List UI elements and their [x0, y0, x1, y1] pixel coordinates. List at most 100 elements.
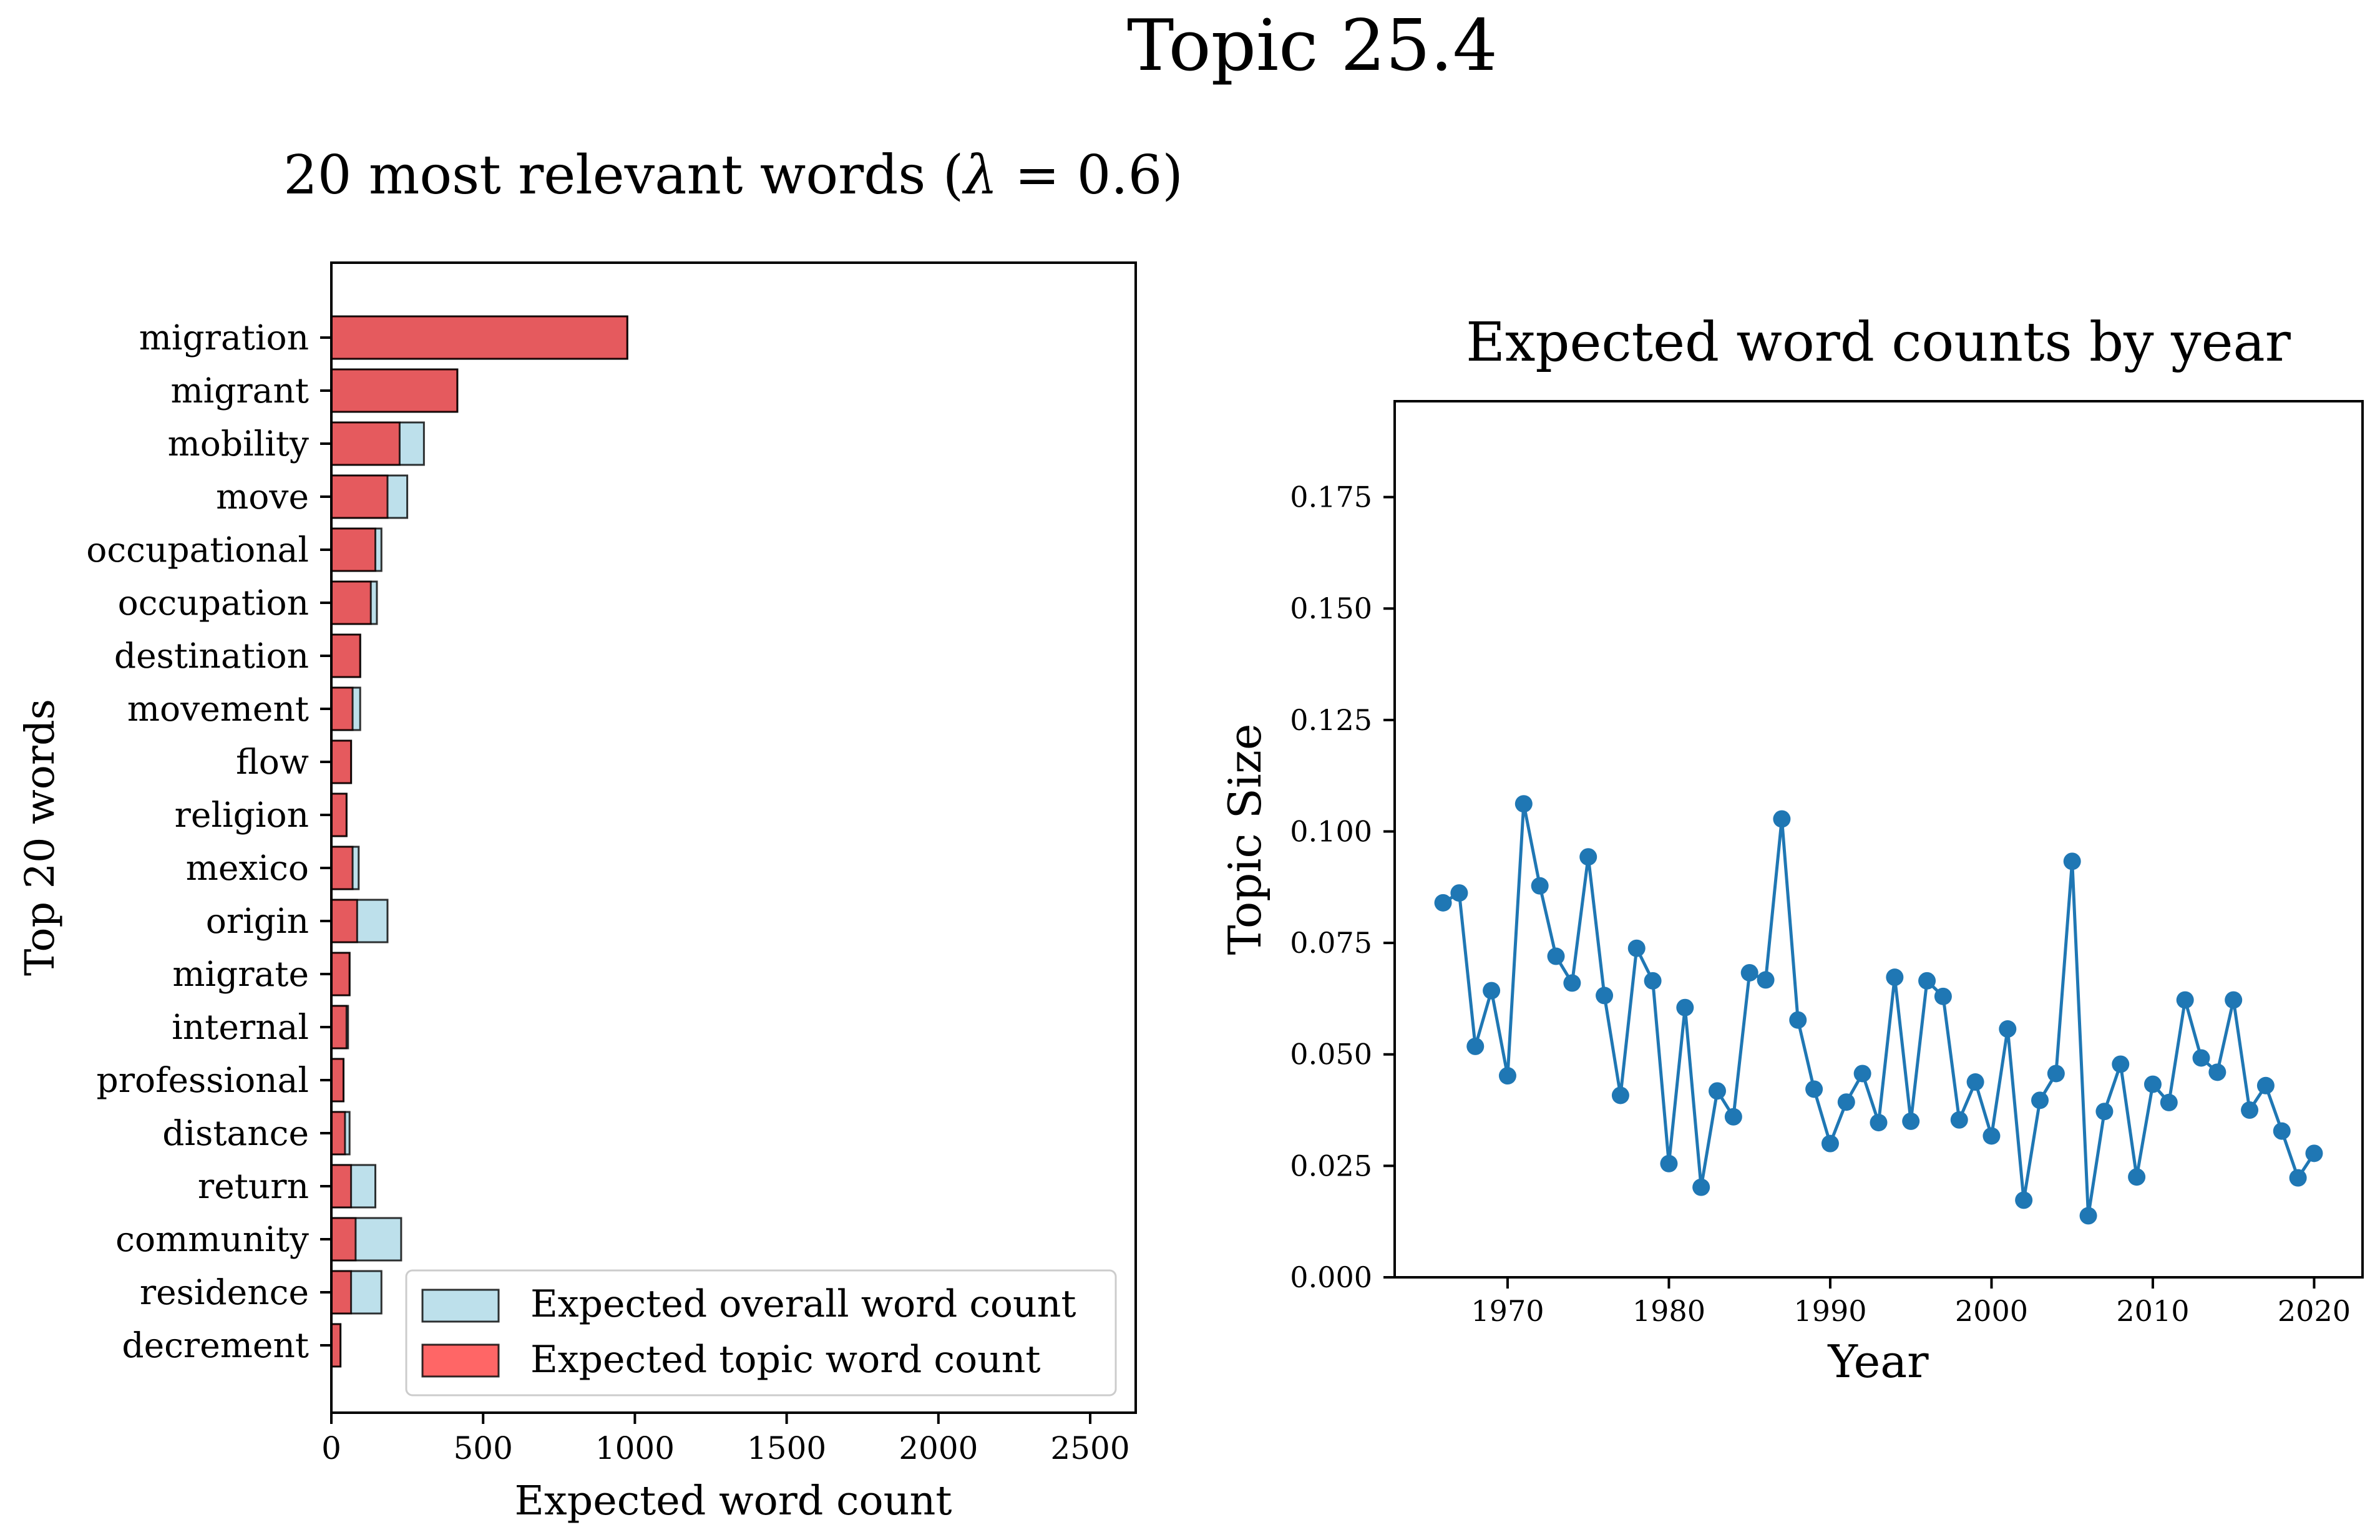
- line-point-1982: [1692, 1178, 1710, 1196]
- bar-topic-mexico: [330, 846, 354, 890]
- bar-y-tick-label: internal: [172, 1007, 309, 1047]
- line-chart-title: Expected word counts by year: [1466, 311, 2291, 374]
- line-y-tick-label: 0.025: [1290, 1149, 1372, 1182]
- line-point-2005: [2063, 852, 2081, 870]
- bar-topic-movement: [330, 686, 354, 731]
- bar-y-tick-label: return: [198, 1166, 309, 1206]
- line-point-2018: [2273, 1122, 2291, 1140]
- line-point-1972: [1531, 877, 1549, 895]
- bar-y-axis-label: Top 20 words: [17, 699, 64, 976]
- line-point-1994: [1886, 968, 1904, 987]
- line-point-1973: [1547, 947, 1565, 965]
- line-point-1980: [1660, 1154, 1678, 1172]
- line-point-1998: [1950, 1111, 1968, 1129]
- bar-topic-residence: [330, 1270, 353, 1315]
- line-x-axis-label: Year: [1827, 1335, 1929, 1388]
- bar-topic-return: [330, 1164, 353, 1209]
- line-point-1995: [1902, 1112, 1920, 1130]
- line-point-1992: [1853, 1065, 1871, 1083]
- line-point-2017: [2256, 1076, 2275, 1094]
- line-point-1968: [1466, 1037, 1485, 1055]
- line-point-2020: [2305, 1144, 2323, 1162]
- bar-topic-occupational: [330, 527, 377, 572]
- figure-title: Topic 25.4: [1127, 4, 1498, 87]
- bar-y-tick-label: mobility: [168, 424, 309, 464]
- line-x-tick-label: 1970: [1471, 1294, 1544, 1328]
- bar-y-tick-label: occupational: [86, 530, 309, 570]
- line-point-1974: [1563, 974, 1581, 992]
- line-series-path: [1442, 803, 2316, 1216]
- bar-topic-religion: [330, 792, 348, 837]
- line-point-1991: [1837, 1093, 1855, 1111]
- line-point-2008: [2112, 1055, 2130, 1073]
- bar-topic-internal: [330, 1005, 348, 1050]
- bar-topic-flow: [330, 739, 353, 784]
- bar-y-tick-label: decrement: [122, 1325, 309, 1365]
- bar-topic-occupation: [330, 580, 372, 625]
- line-point-2004: [2047, 1065, 2065, 1083]
- legend-label-overall: Expected overall word count: [530, 1282, 1076, 1326]
- bar-topic-mobility: [330, 421, 401, 466]
- bar-topic-migrate: [330, 952, 351, 997]
- line-x-tick-label: 2000: [1955, 1294, 2028, 1328]
- line-point-2010: [2143, 1075, 2162, 1093]
- line-point-1984: [1724, 1108, 1742, 1126]
- bar-series: [330, 315, 628, 1368]
- bar-y-tick-label: distance: [162, 1113, 309, 1153]
- bar-y-tick-label: professional: [97, 1060, 309, 1100]
- bar-y-tick-label: destination: [114, 636, 309, 676]
- bar-y-tick-label: community: [115, 1219, 309, 1259]
- line-y-tick-label: 0.100: [1290, 814, 1372, 848]
- line-point-1978: [1627, 939, 1646, 957]
- line-y-tick-label: 0.075: [1290, 926, 1372, 960]
- bar-topic-decrement: [330, 1323, 342, 1368]
- bar-y-ticks: migration migrant mobility move occupational…: [86, 318, 331, 1365]
- bar-x-tick-label: 1000: [595, 1430, 675, 1466]
- line-point-2015: [2225, 991, 2243, 1009]
- bar-y-tick-label: origin: [206, 901, 309, 941]
- line-point-2002: [2015, 1191, 2033, 1209]
- line-x-tick-label: 1990: [1793, 1294, 1866, 1328]
- line-point-2000: [1983, 1127, 2001, 1145]
- bar-x-axis-label: Expected word count: [515, 1478, 952, 1524]
- line-point-1976: [1596, 987, 1614, 1005]
- bar-y-tick-label: occupation: [118, 583, 309, 623]
- line-point-1996: [1918, 972, 1936, 990]
- bar-x-tick-label: 2000: [899, 1430, 978, 1466]
- line-x-tick-label: 1980: [1632, 1294, 1705, 1328]
- line-point-2007: [2095, 1103, 2114, 1121]
- line-point-1966: [1434, 894, 1452, 912]
- bar-topic-migration: [330, 315, 628, 360]
- line-point-1985: [1740, 963, 1758, 982]
- legend-frame: [405, 1269, 1117, 1396]
- bar-topic-migrant: [330, 368, 459, 413]
- line-point-1979: [1644, 972, 1662, 990]
- line-y-tick-label: 0.125: [1290, 703, 1372, 737]
- legend-swatch-overall: [421, 1289, 500, 1323]
- line-point-1990: [1821, 1134, 1839, 1153]
- line-point-2013: [2192, 1049, 2210, 1067]
- bar-y-tick-label: residence: [140, 1272, 309, 1312]
- line-point-1981: [1676, 998, 1694, 1016]
- line-point-1983: [1709, 1082, 1726, 1100]
- legend-swatch-topic: [421, 1343, 500, 1378]
- bar-topic-move: [330, 474, 389, 519]
- bar-y-tick-label: migrate: [172, 954, 309, 994]
- bar-y-tick-label: move: [216, 477, 309, 517]
- line-x-tick-label: 2020: [2278, 1294, 2351, 1328]
- bar-y-tick-label: movement: [127, 689, 309, 729]
- bar-y-tick-label: migration: [139, 318, 309, 358]
- line-chart: Expected word counts by year 0.0000.0250…: [1219, 311, 2364, 1388]
- line-x-ticks: 1970 1980 1990 2000 2010 2020: [1471, 1277, 2351, 1328]
- line-plot-frame: [1393, 400, 2364, 1279]
- legend-label-topic: Expected topic word count: [530, 1338, 1041, 1382]
- line-y-tick-label: 0.150: [1290, 592, 1372, 625]
- line-y-axis-label: Topic Size: [1219, 723, 1271, 955]
- line-point-1988: [1789, 1011, 1807, 1029]
- line-point-1975: [1579, 848, 1597, 866]
- bar-plot-frame: [330, 261, 1137, 1414]
- bar-topic-community: [330, 1217, 357, 1262]
- line-point-2006: [2079, 1207, 2097, 1225]
- bar-topic-professional: [330, 1058, 344, 1103]
